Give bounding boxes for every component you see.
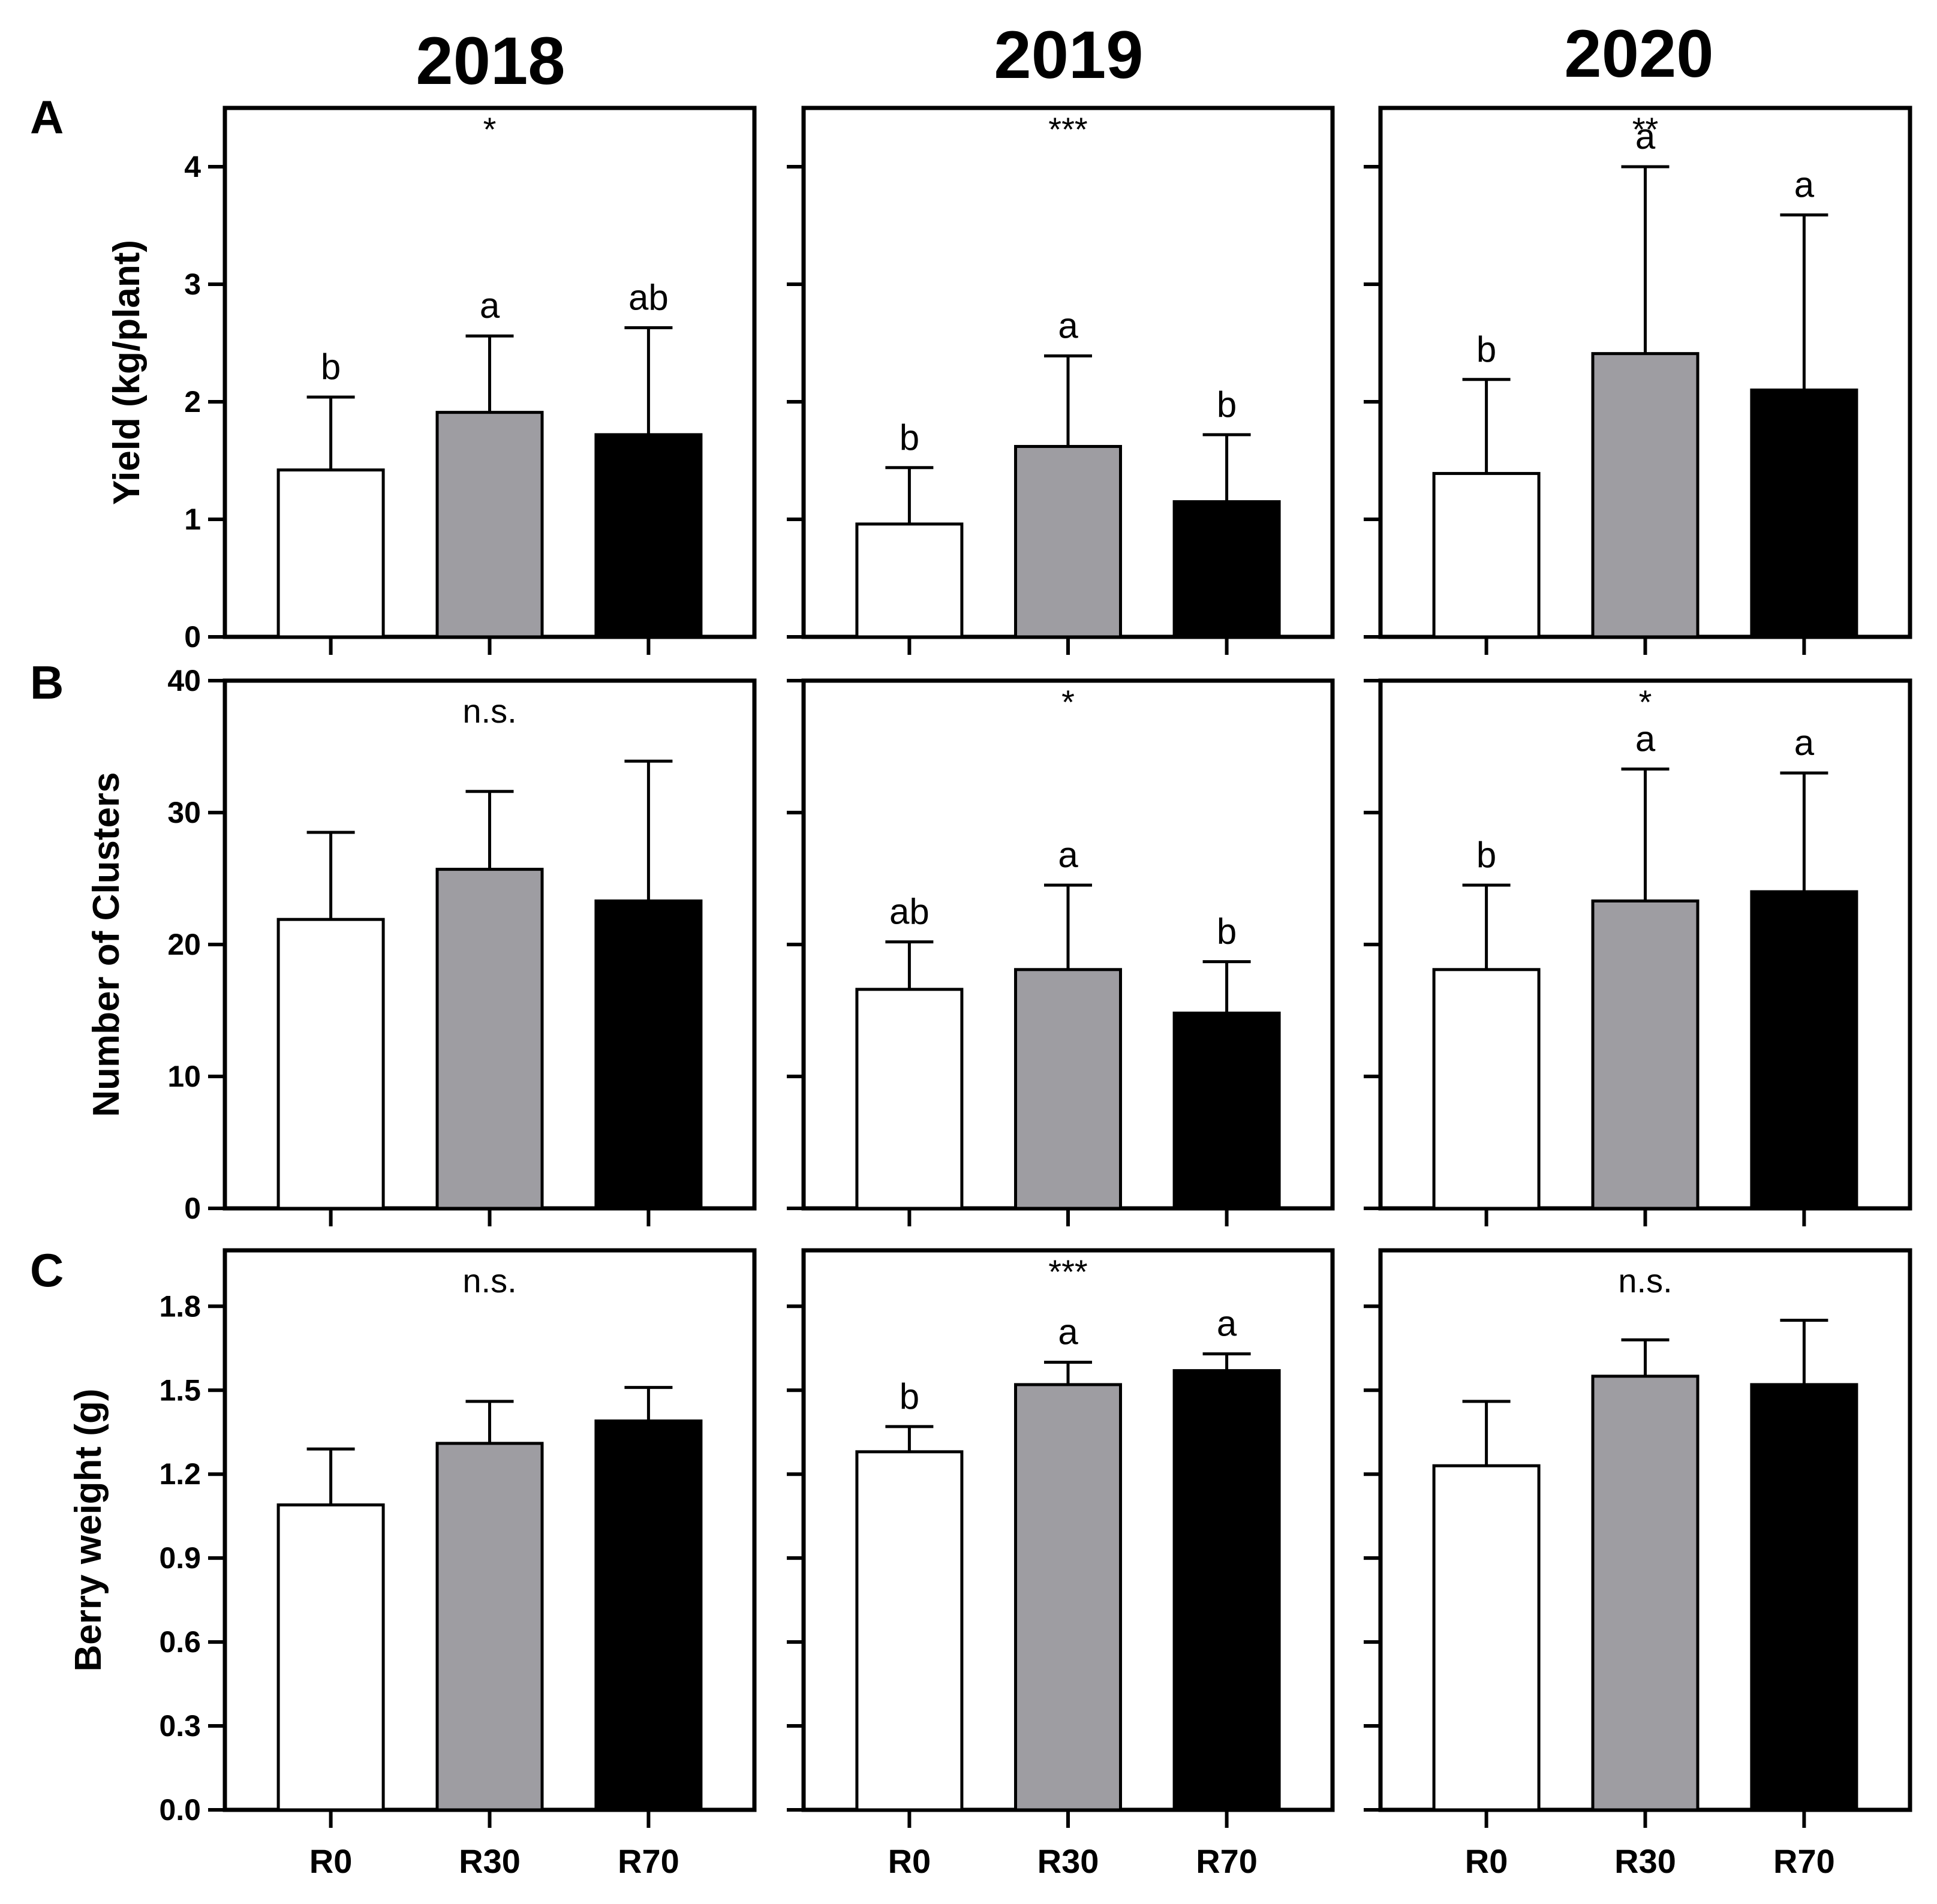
- panel-a-2018-ytick-label: 3: [184, 267, 201, 301]
- year-title-2018: 2018: [416, 23, 565, 98]
- panel-a-2019-bar-r0: [855, 522, 964, 639]
- panel-a-2018-ylabel: Yield (kg/plant): [106, 240, 148, 505]
- panel-c-2018: 0.0 0.3 0.6 0.9 1.2 1.5 1.8 Berry weight (g) R0 R…: [68, 1248, 757, 1880]
- panel-b-2019-letter-r30: a: [1058, 835, 1078, 875]
- panel-c-2019-bar-r70: [1172, 1369, 1281, 1812]
- panel-a-2020-letter-r30: a: [1635, 116, 1656, 157]
- panel-b-2019-letter-r70: b: [1217, 912, 1237, 952]
- panel-b-2020-significance: *: [1639, 683, 1652, 721]
- panel-b-2018-ytick-label: 0: [184, 1192, 201, 1225]
- panel-b-2018-ylabel: Number of Clusters: [86, 772, 127, 1117]
- panel-a-2020-bar-r0: [1432, 472, 1541, 639]
- panel-a-2019-letter-r70: b: [1217, 384, 1237, 425]
- panel-a-2018-letter-r0: b: [321, 347, 341, 387]
- panel-c-2018-ytick-label: 0.0: [159, 1793, 201, 1827]
- panel-a-2019-letter-r0: b: [900, 417, 919, 458]
- panel-b-2020-letter-r0: b: [1476, 835, 1496, 875]
- panel-b-2018-ytick-label: 30: [167, 796, 201, 829]
- panel-c-2018-bar-r0: [276, 1503, 385, 1812]
- panel-a-2018-ytick-label: 2: [184, 385, 201, 419]
- panel-c-2020-significance: n.s.: [1618, 1262, 1672, 1300]
- panel-a-2018-bar-r30: [435, 411, 544, 639]
- panel-c-2018-ytick-label: 1.5: [159, 1373, 201, 1407]
- panel-a-2019-significance: ***: [1048, 110, 1087, 148]
- panel-b-2019-bar-r0: [855, 988, 964, 1210]
- panel-a-2018-letter-r30: a: [480, 285, 500, 326]
- panel-c-2019-letter-r0: b: [900, 1376, 919, 1416]
- panel-c-2018-significance: n.s.: [462, 1262, 516, 1300]
- panel-c-2018-ytick-label: 0.9: [159, 1541, 201, 1575]
- panel-b-2020-bar-r70: [1750, 890, 1858, 1210]
- panel-a-2020-bar-r30: [1591, 352, 1700, 639]
- row-letter-b: B: [30, 656, 64, 709]
- panel-c-2020-xlabel-r70: R70: [1773, 1842, 1835, 1880]
- panel-b-2019-significance: *: [1061, 683, 1075, 721]
- panel-c-2020-bar-r0: [1432, 1464, 1541, 1812]
- panel-b-2020-letter-r30: a: [1635, 718, 1656, 759]
- panel-b-2018-bar-r70: [594, 899, 703, 1210]
- panel-c-2018-xlabel-r70: R70: [618, 1842, 679, 1880]
- panel-a-2018-ytick-label: 1: [184, 503, 201, 536]
- panel-a-2020: baa**: [1364, 106, 1912, 655]
- panel-a-2018-bar-r70: [594, 433, 703, 639]
- panel-b-2020: ba a*: [1364, 678, 1912, 1226]
- panel-c-2019-letter-r70: a: [1217, 1304, 1237, 1344]
- panel-c-2019-bar-r0: [855, 1450, 964, 1812]
- panel-c-2020-bar-r30: [1591, 1374, 1700, 1812]
- panel-a-2018-ytick-label: 4: [184, 150, 201, 184]
- panel-c-2018-xlabel-r30: R30: [459, 1842, 521, 1880]
- panel-a-2020-bar-r70: [1750, 388, 1858, 639]
- panel-a-2019: b a b ***: [787, 106, 1335, 655]
- panel-b-2020-bar-r0: [1432, 968, 1541, 1210]
- panel-c-2019-xlabel-r30: R30: [1037, 1842, 1099, 1880]
- panel-c-2018-ytick-label: 0.3: [159, 1709, 201, 1743]
- year-title-2019: 2019: [994, 17, 1143, 92]
- row-letter-c: C: [30, 1244, 64, 1297]
- year-title-2020: 2020: [1564, 16, 1713, 91]
- panel-c-2019-xlabel-r0: R0: [888, 1842, 931, 1880]
- panel-b-2018-significance: n.s.: [462, 692, 516, 730]
- panel-b-2019-bar-r30: [1014, 968, 1122, 1210]
- panel-c-2018-xlabel-r0: R0: [309, 1842, 353, 1880]
- panel-b-2018-ytick-label: 40: [167, 664, 201, 697]
- panel-a-2020-letter-r70: a: [1794, 164, 1815, 204]
- panel-a-2018-bar-r0: [276, 468, 385, 639]
- panel-a-2020-letter-r0: b: [1476, 329, 1496, 369]
- panel-a-2020-significance: **: [1632, 110, 1659, 148]
- panel-c-2020: R0 R30 R70 n.s.: [1364, 1248, 1912, 1880]
- panel-b-2020-bar-r30: [1591, 899, 1700, 1210]
- panel-a-2018: 0 1 2 3 4 Yield (kg/plant) b a ab *: [106, 106, 757, 655]
- panel-a-2019-letter-r30: a: [1058, 306, 1078, 346]
- panel-c-2018-ytick-label: 1.2: [159, 1457, 201, 1491]
- panel-b-2018-ytick-label: 20: [167, 928, 201, 961]
- panel-b-2018: 0 10 20 30 40 Number of Clusters n.s.: [86, 664, 757, 1226]
- panel-c-2019: b R0 a R30 a R70 ***: [787, 1248, 1335, 1880]
- panel-b-2018-bar-r30: [435, 868, 544, 1210]
- panel-a-2018-significance: *: [483, 110, 497, 148]
- panel-a-2019-bar-r70: [1172, 500, 1281, 639]
- panel-c-2019-xlabel-r70: R70: [1196, 1842, 1258, 1880]
- panel-b-2020-letter-r70: a: [1794, 723, 1815, 763]
- panel-c-2018-ytick-label: 1.8: [159, 1289, 201, 1323]
- panel-c-2020-bar-r70: [1750, 1383, 1858, 1812]
- panel-c-2020-xlabel-r0: R0: [1465, 1842, 1508, 1880]
- panel-c-2020-xlabel-r30: R30: [1614, 1842, 1676, 1880]
- panel-c-2019-bar-r30: [1014, 1383, 1122, 1812]
- panel-b-2018-bar-r0: [276, 918, 385, 1210]
- panel-c-2019-letter-r30: a: [1058, 1312, 1078, 1352]
- row-letter-a: A: [30, 91, 64, 143]
- panel-c-2018-ytick-label: 0.6: [159, 1625, 201, 1659]
- panel-c-2018-bar-r30: [435, 1442, 544, 1812]
- panel-a-2019-bar-r30: [1014, 444, 1122, 639]
- panel-c-2018-bar-r70: [594, 1419, 703, 1812]
- panel-c-2018-ylabel: Berry weight (g): [68, 1389, 109, 1672]
- panel-b-2019-bar-r70: [1172, 1011, 1281, 1210]
- panel-c-2019-significance: ***: [1048, 1253, 1087, 1291]
- panel-a-2018-ytick-label: 0: [184, 620, 201, 654]
- panel-b-2018-ytick-label: 10: [167, 1060, 201, 1093]
- panel-a-2018-letter-r70: ab: [628, 278, 669, 318]
- panel-b-2019-letter-r0: ab: [889, 892, 930, 932]
